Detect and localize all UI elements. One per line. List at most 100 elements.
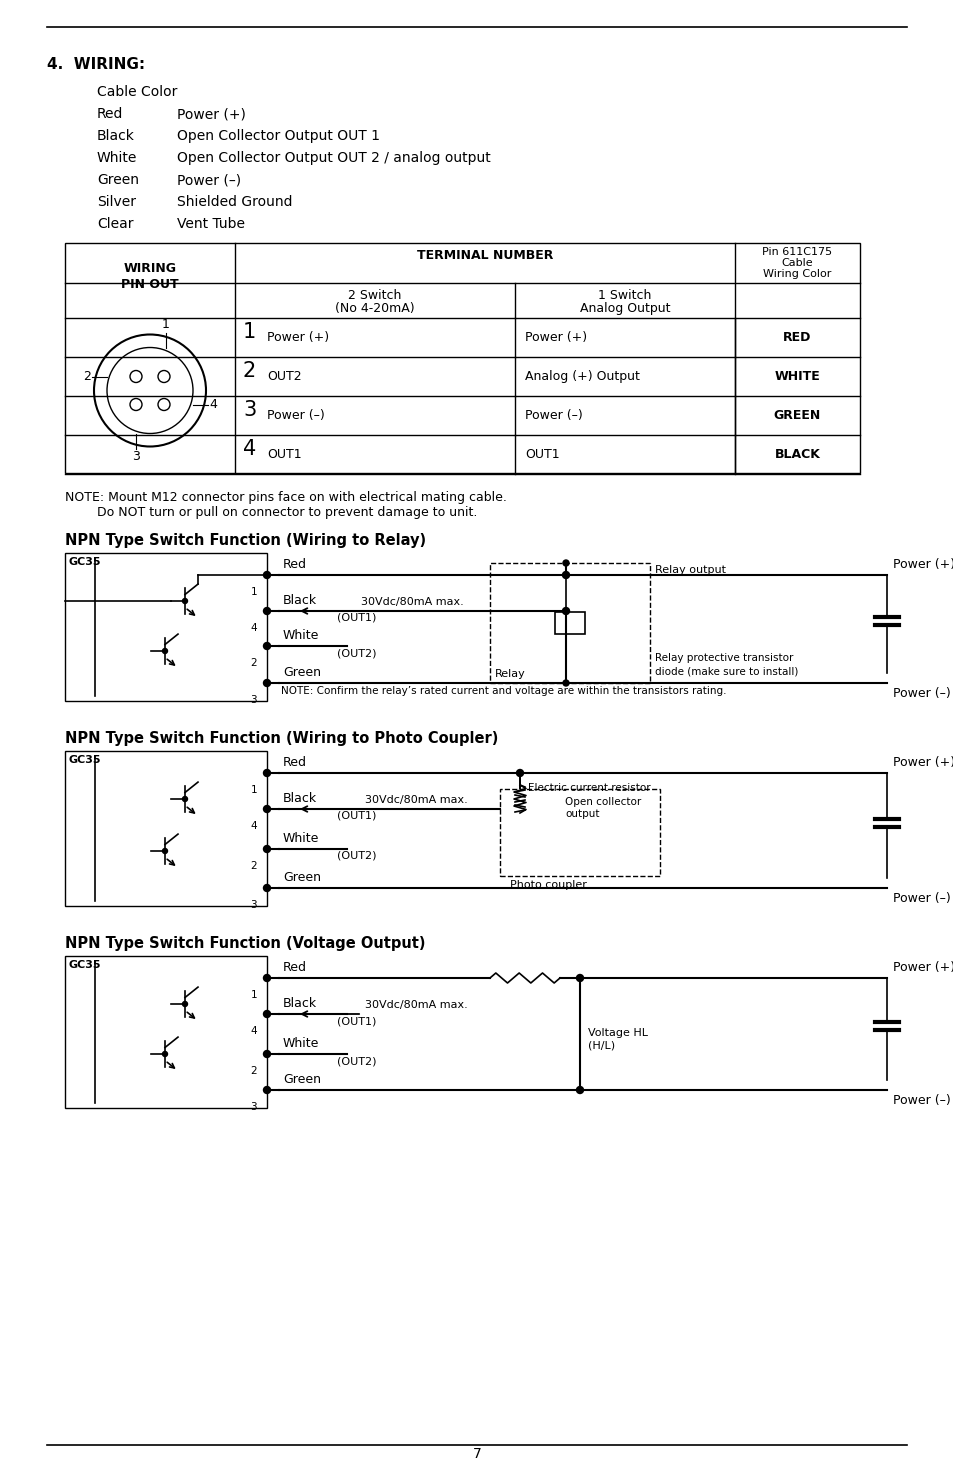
Text: Cable Color: Cable Color: [97, 86, 177, 99]
Circle shape: [263, 885, 271, 891]
Text: (No 4-20mA): (No 4-20mA): [335, 302, 415, 316]
Text: (OUT1): (OUT1): [336, 614, 376, 622]
Text: GREEN: GREEN: [773, 409, 821, 422]
Text: Analog (+) Output: Analog (+) Output: [524, 370, 639, 384]
Text: Relay output: Relay output: [655, 565, 725, 575]
Text: 30Vdc/80mA max.: 30Vdc/80mA max.: [360, 597, 463, 608]
Text: Green: Green: [283, 872, 320, 884]
Text: Cable: Cable: [781, 258, 813, 268]
Text: WHITE: WHITE: [774, 370, 820, 384]
Circle shape: [576, 975, 583, 981]
Circle shape: [263, 1050, 271, 1058]
Text: WIRING: WIRING: [123, 263, 176, 276]
Text: Power (+): Power (+): [177, 108, 246, 121]
Circle shape: [516, 770, 523, 776]
Text: Shielded Ground: Shielded Ground: [177, 195, 293, 209]
Text: 4: 4: [209, 398, 216, 412]
Circle shape: [562, 680, 568, 686]
Text: Pin 611C175: Pin 611C175: [761, 246, 832, 257]
Text: Clear: Clear: [97, 217, 133, 232]
Text: OUT1: OUT1: [524, 448, 559, 462]
Text: Relay: Relay: [495, 670, 525, 678]
Bar: [499, 789, 659, 876]
Text: 2: 2: [83, 370, 91, 384]
Text: BLACK: BLACK: [774, 448, 820, 462]
Circle shape: [162, 1052, 168, 1056]
Text: Power (+): Power (+): [267, 330, 329, 344]
Text: Power (–): Power (–): [892, 892, 950, 906]
Circle shape: [162, 848, 168, 854]
Text: Black: Black: [97, 128, 134, 143]
Text: Power (–): Power (–): [267, 409, 324, 422]
Bar: [65, 956, 267, 1108]
Text: 2: 2: [250, 1066, 256, 1075]
Text: Relay protective transistor: Relay protective transistor: [655, 653, 793, 662]
Text: RED: RED: [782, 330, 811, 344]
Text: 4: 4: [250, 1027, 256, 1035]
Circle shape: [263, 680, 271, 686]
Circle shape: [162, 649, 168, 653]
Text: Open collector: Open collector: [564, 796, 640, 807]
Text: Power (–): Power (–): [177, 173, 241, 187]
Text: GC35: GC35: [69, 755, 101, 766]
Circle shape: [263, 770, 271, 776]
Circle shape: [182, 599, 188, 603]
Circle shape: [562, 571, 569, 578]
Text: OUT1: OUT1: [267, 448, 301, 462]
Bar: [65, 553, 267, 701]
Text: Red: Red: [283, 558, 307, 571]
Text: output: output: [564, 808, 598, 819]
Text: Green: Green: [283, 1072, 320, 1086]
Circle shape: [182, 1002, 188, 1006]
Text: Power (+): Power (+): [892, 757, 953, 768]
Text: White: White: [283, 1037, 319, 1050]
Text: NOTE: Confirm the relay’s rated current and voltage are within the transistors r: NOTE: Confirm the relay’s rated current …: [281, 686, 726, 696]
Text: Power (–): Power (–): [892, 1094, 950, 1108]
Circle shape: [562, 560, 568, 566]
Text: 3: 3: [250, 695, 256, 705]
Text: 2: 2: [250, 861, 256, 872]
Text: NPN Type Switch Function (Voltage Output): NPN Type Switch Function (Voltage Output…: [65, 937, 425, 951]
Text: Power (+): Power (+): [892, 962, 953, 974]
Text: 2: 2: [243, 361, 256, 381]
Circle shape: [263, 608, 271, 615]
Circle shape: [263, 1010, 271, 1018]
Text: (OUT1): (OUT1): [336, 1016, 376, 1027]
Bar: [555, 612, 584, 634]
Text: 1: 1: [250, 587, 256, 597]
Text: OUT2: OUT2: [267, 370, 301, 384]
Text: 7: 7: [472, 1447, 481, 1462]
Text: Power (+): Power (+): [524, 330, 586, 344]
Bar: [65, 243, 859, 473]
Bar: [65, 751, 267, 906]
Text: Red: Red: [283, 962, 307, 974]
Text: Open Collector Output OUT 1: Open Collector Output OUT 1: [177, 128, 379, 143]
Text: 4: 4: [250, 822, 256, 830]
Text: 3: 3: [243, 400, 256, 420]
Text: White: White: [283, 628, 319, 642]
Text: Power (–): Power (–): [524, 409, 582, 422]
Text: GC35: GC35: [69, 558, 101, 566]
Text: 3: 3: [132, 450, 140, 463]
Text: White: White: [283, 832, 319, 845]
Text: 3: 3: [250, 900, 256, 910]
Text: Red: Red: [97, 108, 123, 121]
Text: 4: 4: [250, 622, 256, 633]
Text: Analog Output: Analog Output: [579, 302, 670, 316]
Text: Black: Black: [283, 594, 316, 608]
Text: (OUT2): (OUT2): [336, 1056, 376, 1066]
Text: GC35: GC35: [69, 960, 101, 971]
Text: Green: Green: [283, 667, 320, 678]
Circle shape: [263, 805, 271, 813]
Text: Vent Tube: Vent Tube: [177, 217, 245, 232]
Text: Electric current resistor: Electric current resistor: [527, 783, 650, 794]
Text: Wiring Color: Wiring Color: [762, 268, 831, 279]
Text: Black: Black: [283, 997, 316, 1010]
Circle shape: [576, 1087, 583, 1093]
Text: 1: 1: [162, 319, 170, 332]
Circle shape: [182, 796, 188, 801]
Text: White: White: [97, 150, 137, 165]
Circle shape: [263, 643, 271, 649]
Circle shape: [263, 975, 271, 981]
Text: 1 Switch: 1 Switch: [598, 289, 651, 302]
